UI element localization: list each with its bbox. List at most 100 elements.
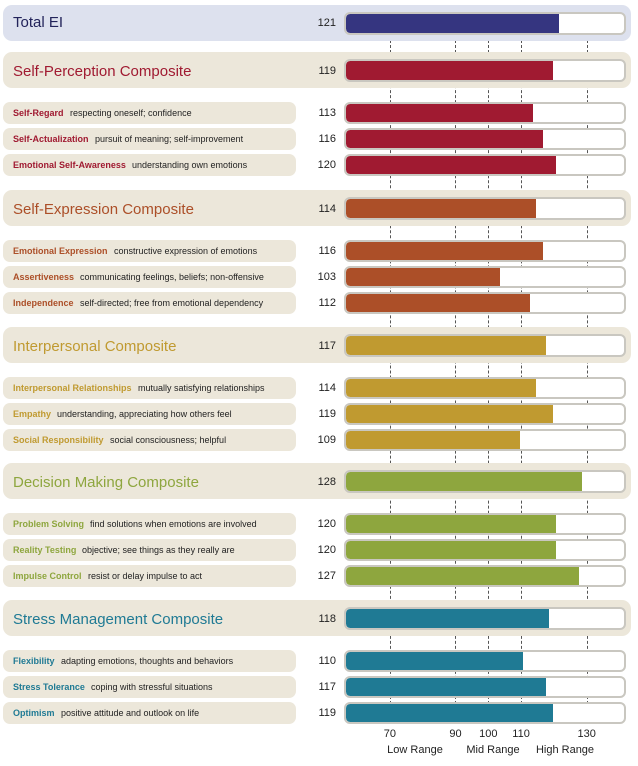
- subscale-name: Optimism: [13, 708, 55, 718]
- subscale-bar-track: [344, 565, 626, 587]
- composite-bar-track: [344, 470, 626, 493]
- composite-score: 114: [318, 203, 336, 215]
- subscale-name: Emotional Expression: [13, 246, 108, 256]
- subscale-name: Emotional Self-Awareness: [13, 160, 126, 170]
- subscale-score: 113: [318, 107, 336, 119]
- subscale-score: 127: [317, 570, 336, 582]
- subscale-pill: [3, 539, 296, 561]
- subscale-bar: [346, 379, 537, 397]
- subscale-bar: [346, 242, 543, 260]
- subscale-pill: [3, 403, 296, 425]
- subscale-bar-track: [344, 676, 626, 698]
- subscale-pill: [3, 292, 296, 314]
- subscale-pill: [3, 513, 296, 535]
- subscale-bar-track: [344, 128, 626, 150]
- subscale-bar: [346, 405, 553, 423]
- subscale-bar-track: [344, 266, 626, 288]
- subscale-bar-track: [344, 377, 626, 399]
- composite-title: Stress Management Composite: [13, 611, 224, 628]
- subscale-name: Independence: [13, 298, 74, 308]
- composite-title: Interpersonal Composite: [13, 338, 177, 355]
- subscale-bar-track: [344, 292, 626, 314]
- composite-bar-track: [344, 607, 626, 630]
- subscale-bar-track: [344, 539, 626, 561]
- subscale-bar: [346, 678, 547, 696]
- composite-bar-track: [344, 334, 626, 357]
- subscale-score: 116: [318, 245, 336, 257]
- subscale-score: 116: [318, 133, 336, 145]
- subscale-name: Flexibility: [13, 656, 55, 666]
- subscale-description: adapting emotions, thoughts and behavior…: [61, 656, 234, 666]
- total-bar-track: [344, 12, 626, 35]
- subscale-bar: [346, 156, 556, 174]
- subscale-name: Assertiveness: [13, 272, 75, 282]
- subscale-pill: [3, 702, 296, 724]
- subscale-score: 120: [317, 518, 336, 530]
- subscale-bar-track: [344, 240, 626, 262]
- subscale-description: communicating feelings, beliefs; non-off…: [80, 272, 264, 282]
- subscale-bar-track: [344, 650, 626, 672]
- subscale-bar: [346, 704, 553, 722]
- subscale-bar-track: [344, 702, 626, 724]
- subscale-score: 103: [317, 271, 336, 283]
- composite-bar: [346, 609, 550, 628]
- tick-label: 90: [449, 728, 462, 740]
- subscale-pill: [3, 266, 296, 288]
- tick-label: 70: [383, 728, 397, 740]
- subscale-bar: [346, 431, 520, 449]
- subscale-score: 117: [318, 681, 336, 693]
- tick-label: 100: [479, 728, 498, 740]
- subscale-bar-track: [344, 429, 626, 451]
- subscale-description: resist or delay impulse to act: [88, 571, 203, 581]
- subscale-score: 112: [318, 297, 336, 309]
- subscale-bar: [346, 652, 524, 670]
- composite-bar: [346, 61, 553, 80]
- composite-title: Self-Perception Composite: [13, 63, 192, 80]
- subscale-pill: [3, 377, 296, 399]
- composite-score: 117: [318, 340, 336, 352]
- subscale-description: pursuit of meaning; self-improvement: [95, 134, 244, 144]
- subscale-score: 120: [317, 159, 336, 171]
- subscale-name: Self-Regard: [13, 108, 64, 118]
- tick-label: 130: [577, 728, 596, 740]
- subscale-bar: [346, 541, 556, 559]
- subscale-name: Problem Solving: [13, 519, 85, 529]
- subscale-bar-track: [344, 513, 626, 535]
- subscale-description: understanding own emotions: [132, 160, 248, 170]
- subscale-name: Interpersonal Relationships: [13, 383, 132, 393]
- composite-title: Decision Making Composite: [13, 474, 199, 491]
- subscale-score: 119: [318, 707, 336, 719]
- subscale-bar-track: [344, 154, 626, 176]
- subscale-bar: [346, 567, 579, 585]
- subscale-pill: [3, 676, 296, 698]
- subscale-score: 120: [317, 544, 336, 556]
- subscale-bar-track: [344, 102, 626, 124]
- range-label: Low Range: [387, 744, 443, 756]
- subscale-bar: [346, 515, 556, 533]
- subscale-description: objective; see things as they really are: [82, 545, 235, 555]
- subscale-description: find solutions when emotions are involve…: [90, 519, 257, 529]
- subscale-score: 119: [318, 408, 336, 420]
- composite-title: Self-Expression Composite: [13, 201, 194, 218]
- subscale-bar-track: [344, 403, 626, 425]
- subscale-description: social consciousness; helpful: [110, 435, 227, 445]
- subscale-name: Empathy: [13, 409, 52, 419]
- subscale-name: Stress Tolerance: [13, 682, 85, 692]
- subscale-description: respecting oneself; confidence: [70, 108, 192, 118]
- composite-bar-track: [344, 197, 626, 220]
- subscale-pill: [3, 154, 296, 176]
- total-label: Total EI: [13, 14, 64, 31]
- composite-bar: [346, 336, 547, 355]
- total-bar: [346, 14, 560, 33]
- subscale-pill: [3, 240, 296, 262]
- subscale-bar: [346, 294, 530, 312]
- composite-score: 118: [318, 613, 336, 625]
- subscale-bar: [346, 104, 533, 122]
- subscale-score: 110: [318, 655, 336, 667]
- subscale-pill: [3, 650, 296, 672]
- composite-score: 119: [318, 65, 336, 77]
- subscale-pill: [3, 102, 296, 124]
- subscale-bar: [346, 130, 543, 148]
- total-score: 121: [317, 17, 336, 29]
